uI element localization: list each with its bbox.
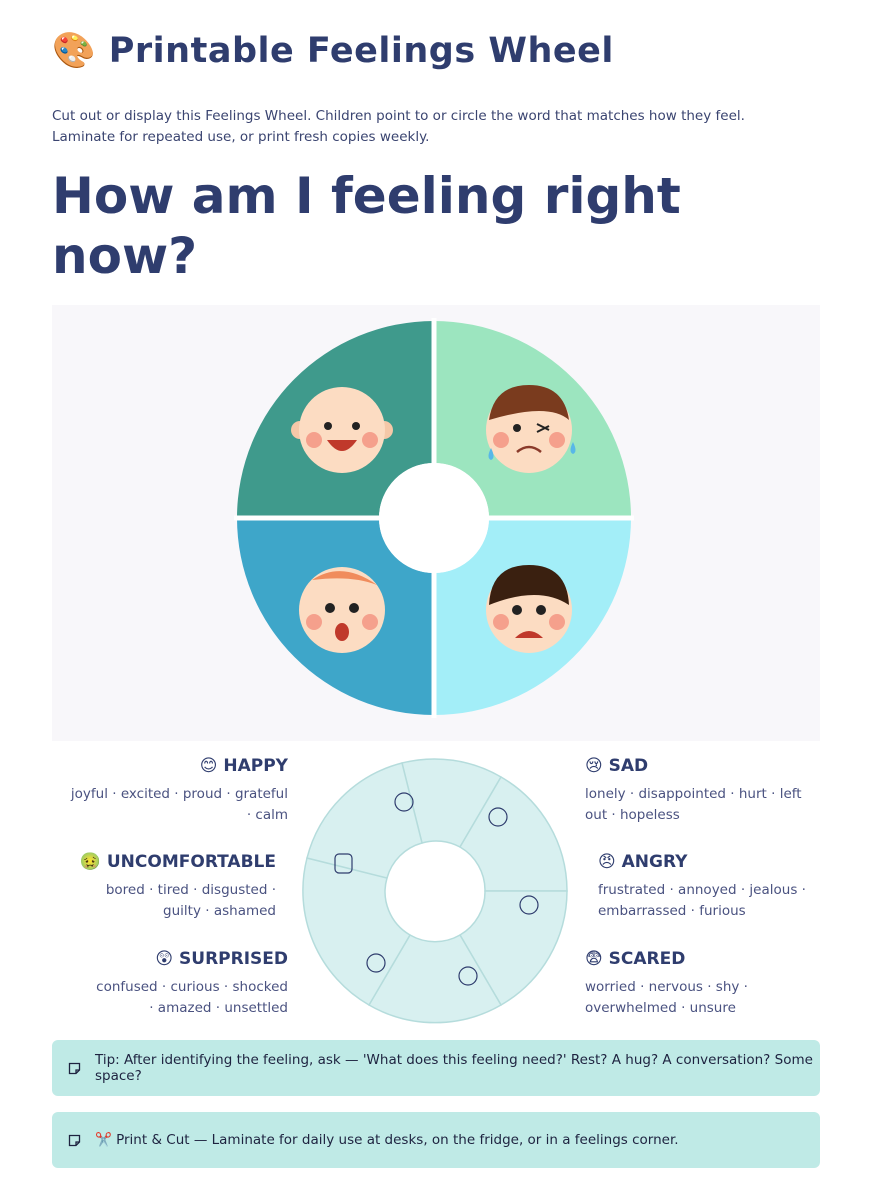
intro-text: Cut out or display this Feelings Wheel. … <box>52 108 745 145</box>
heading: How am I feeling right now? <box>52 167 681 285</box>
feeling-words: joyful · excited · proud · grateful · ca… <box>70 786 288 823</box>
feeling-name: 🤢 UNCOMFORTABLE <box>79 852 276 872</box>
feeling-block: 😊 HAPPY joyful · excited · proud · grate… <box>68 756 288 826</box>
feeling-name: 😨 SCARED <box>585 949 686 969</box>
note-icon <box>68 1062 81 1074</box>
tip-text: ✂️ Print & Cut — Laminate for daily use … <box>95 1132 679 1148</box>
note-icon <box>68 1134 81 1146</box>
feeling-words: worried · nervous · shy · overwhelmed · … <box>585 979 748 1016</box>
feeling-block: 😢 SAD lonely · disappointed · hurt · lef… <box>585 756 825 826</box>
tip-text: Tip: After identifying the feeling, ask … <box>95 1052 813 1084</box>
feeling-block: 😠 ANGRY frustrated · annoyed · jealous ·… <box>598 852 808 922</box>
feeling-name: 😢 SAD <box>585 756 649 776</box>
feeling-name: 😊 HAPPY <box>199 756 288 776</box>
feeling-block: 😨 SCARED worried · nervous · shy · overw… <box>585 949 755 1019</box>
page-title: 🎨 Printable Feelings Wheel <box>52 31 614 71</box>
feelings-illustration <box>52 305 820 741</box>
feeling-words: lonely · disappointed · hurt · left out … <box>585 786 802 823</box>
feeling-words: frustrated · annoyed · jealous · embarra… <box>598 882 806 919</box>
feeling-words: confused · curious · shocked · amazed · … <box>96 979 288 1016</box>
emotion-wheel <box>302 758 568 1024</box>
feeling-name: 😲 SURPRISED <box>155 949 288 969</box>
feeling-block: 😲 SURPRISED confused · curious · shocked… <box>88 949 288 1019</box>
feeling-name: 😠 ANGRY <box>598 852 688 872</box>
tip-box: ✂️ Print & Cut — Laminate for daily use … <box>52 1112 820 1168</box>
feeling-block: 🤢 UNCOMFORTABLE bored · tired · disguste… <box>66 852 276 922</box>
feeling-words: bored · tired · disgusted · guilty · ash… <box>105 882 276 919</box>
tip-box: Tip: After identifying the feeling, ask … <box>52 1040 820 1096</box>
